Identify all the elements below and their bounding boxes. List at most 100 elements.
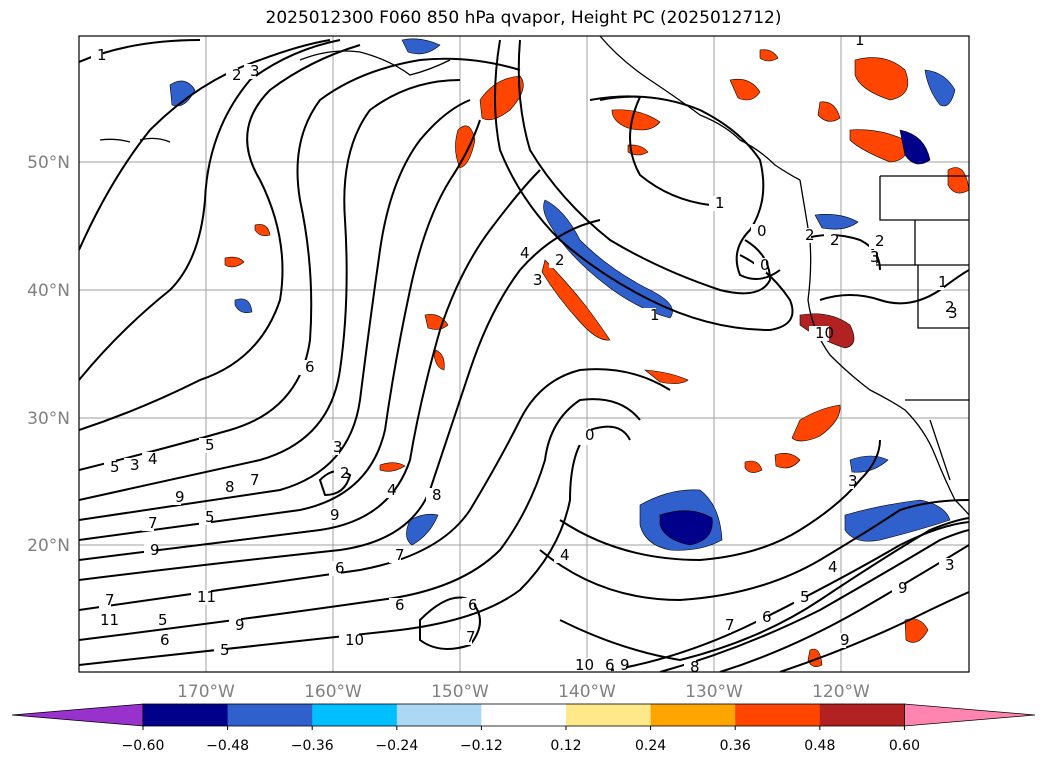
contour-label-bg — [822, 560, 834, 575]
contour-label: 1 — [97, 46, 107, 64]
lon-label: 160°W — [304, 682, 362, 702]
contour-label: 6 — [335, 559, 345, 577]
colorbar-bin — [650, 704, 736, 726]
chart-title: 2025012300 F060 850 hPa qvapor, Height P… — [265, 8, 782, 28]
contour-label: 6 — [395, 596, 405, 614]
contour-label: 3 — [250, 62, 260, 80]
qvapor-shading — [169, 38, 969, 667]
colorbar-tick-label: 0.24 — [635, 738, 666, 754]
contour-label-bg — [709, 196, 721, 211]
colorbar-tick-label: −0.12 — [460, 738, 503, 754]
contour-label-bg — [932, 275, 944, 290]
contour-label: 9 — [620, 656, 630, 674]
coastlines — [99, 36, 969, 516]
contour-label-bg — [142, 516, 154, 531]
contour-label: 11 — [197, 588, 216, 606]
contour-label: 5 — [205, 436, 215, 454]
contour-labels: 1231234321001232653243456789876567910119… — [91, 36, 958, 676]
contour-label-bg — [554, 548, 566, 563]
colorbar-extend-low — [11, 703, 144, 727]
contour-label-bg — [809, 326, 829, 341]
lat-labels: 50°N 40°N 30°N 20°N — [27, 153, 70, 556]
contour-label: 2 — [875, 232, 885, 250]
colorbar-bin — [735, 704, 821, 726]
contour-label: 4 — [387, 481, 397, 499]
contour-label: 11 — [100, 611, 119, 629]
lat-label: 20°N — [27, 536, 70, 556]
colorbar-bin — [227, 704, 313, 726]
contour-label: 5 — [158, 611, 168, 629]
contour-label-bg — [754, 258, 766, 273]
contour-label: 5 — [110, 458, 120, 476]
contour-label: 2 — [232, 66, 242, 84]
contour-label-bg — [191, 590, 211, 605]
contour-label: 10 — [815, 324, 834, 342]
contour-label: 2 — [830, 231, 840, 249]
contour-label: 7 — [105, 591, 115, 609]
contour-label-bg — [644, 308, 656, 323]
colorbar-tick-label: −0.36 — [291, 738, 334, 754]
contour-label-bg — [794, 590, 806, 605]
contour-label: 3 — [533, 271, 543, 289]
contour-label-bg — [244, 64, 256, 79]
contour-label: 4 — [148, 450, 158, 468]
colorbar-outline — [142, 703, 905, 727]
lat-label: 30°N — [27, 409, 70, 429]
contour-label: 8 — [690, 658, 700, 676]
contour-label-bg — [144, 543, 156, 558]
contour-label-bg — [799, 228, 811, 243]
contour-label: 9 — [898, 579, 908, 597]
contour-label: 2 — [945, 298, 955, 316]
colorbar-bin — [396, 704, 482, 726]
contour-label-bg — [462, 598, 474, 613]
contour-label-bg — [527, 273, 539, 288]
contour-label-bg — [834, 633, 846, 648]
contour-label: 3 — [945, 556, 955, 574]
lon-label: 170°W — [177, 682, 235, 702]
colorbar-bin — [143, 704, 229, 726]
contour-label: 0 — [760, 256, 770, 274]
contour-label-bg — [244, 473, 256, 488]
contour-label-bg — [614, 658, 626, 672]
contour-label-bg — [751, 224, 763, 239]
lat-label: 40°N — [27, 281, 70, 301]
contour-label-bg — [219, 480, 231, 495]
contour-label: 1 — [715, 194, 725, 212]
contour-label: 3 — [130, 456, 140, 474]
contour-label-bg — [824, 233, 836, 248]
contour-label-bg — [104, 460, 116, 475]
colorbar-bin — [481, 704, 567, 726]
lon-labels: 170°W 160°W 150°W 140°W 130°W 120°W — [177, 682, 870, 702]
contour-label-bg — [334, 466, 346, 481]
plot-frame — [78, 35, 970, 673]
plot-area: 1231234321001232653243456789876567910119… — [79, 36, 969, 676]
contour-label-bg — [199, 510, 211, 525]
contour-label: 3 — [333, 438, 343, 456]
contour-label: 7 — [466, 628, 476, 646]
contour-label: 6 — [605, 656, 615, 674]
contour-label: 3 — [848, 472, 858, 490]
contour-label-bg — [381, 483, 393, 498]
height-contours — [79, 39, 969, 672]
colorbar-tick-label: 0.36 — [720, 738, 751, 754]
colorbar — [11, 703, 1036, 727]
colorbar-bin — [312, 704, 398, 726]
lat-label: 50°N — [27, 153, 70, 173]
contour-label: 0 — [585, 426, 595, 444]
colorbar-tick-label: −0.24 — [375, 738, 418, 754]
colorbar-bin — [566, 704, 652, 726]
contour-label: 0 — [757, 222, 767, 240]
colorbar-bin — [819, 704, 905, 726]
contour-label-bg — [864, 250, 876, 265]
contour-label: 6 — [468, 596, 478, 614]
contour-label-bg — [124, 458, 136, 473]
contour-label: 4 — [828, 558, 838, 576]
contour-label-bg — [142, 452, 154, 467]
contour-label-bg — [549, 253, 561, 268]
contour-label-bg — [299, 360, 311, 375]
contour-label-bg — [579, 428, 591, 443]
contour-label: 2 — [555, 251, 565, 269]
contour-label-bg — [684, 660, 696, 672]
colorbar-tick-label: 0.12 — [550, 738, 581, 754]
contour-label: 1 — [938, 273, 948, 291]
